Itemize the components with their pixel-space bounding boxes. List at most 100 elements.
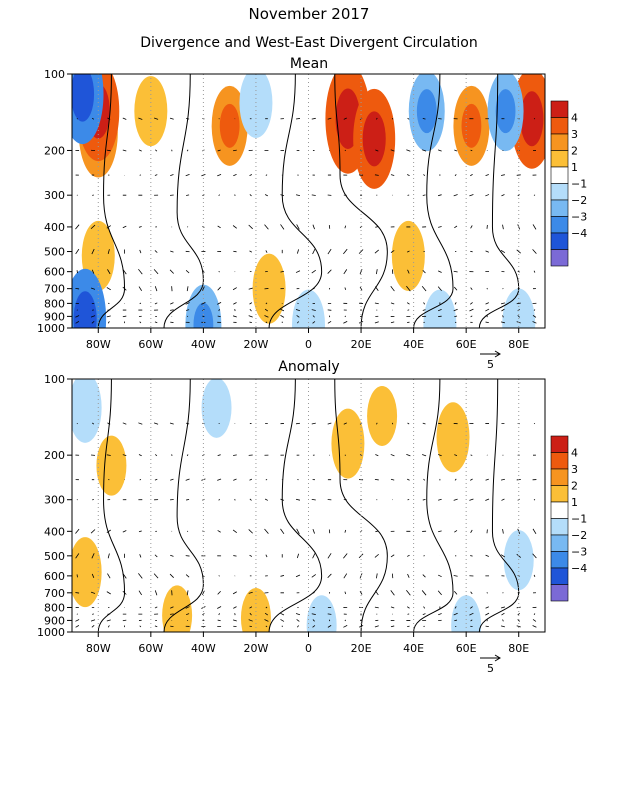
vector-arrow (138, 149, 142, 152)
vector-arrow (344, 287, 347, 290)
vector-arrow (75, 248, 80, 255)
vector-arrow (533, 422, 536, 425)
vector-arrow (169, 309, 174, 311)
vector-arrow (376, 422, 378, 425)
vector-arrow (376, 117, 378, 120)
x-tick-label: 40W (191, 642, 216, 655)
colorbar-label: −2 (571, 529, 587, 542)
vector-arrow (264, 194, 268, 197)
vector-arrow (421, 590, 427, 596)
vector-arrow (233, 478, 237, 481)
vector-arrow (264, 619, 269, 622)
vector-arrow (265, 250, 268, 253)
colorbar-swatch (550, 166, 569, 184)
vector-arrow (138, 226, 142, 228)
vector-arrow (454, 286, 458, 291)
vector-arrow (406, 302, 410, 305)
vector-arrow (106, 619, 111, 622)
vector-arrow (186, 149, 189, 152)
vector-arrow (107, 553, 110, 559)
vector-arrow (501, 498, 505, 501)
vector-arrow (407, 613, 410, 615)
vector-arrow (265, 302, 268, 305)
vector-arrow (185, 478, 190, 481)
vector-arrow (359, 286, 363, 291)
vector-arrow (296, 619, 300, 622)
vector-arrow (502, 315, 504, 318)
vector-arrow (90, 529, 96, 534)
x-tick-label: 20E (351, 338, 372, 351)
divergence-region (292, 289, 325, 328)
vector-arrow (91, 248, 95, 255)
colorbar-swatch (550, 567, 569, 585)
vector-arrow (454, 225, 458, 229)
divergence-core (461, 103, 482, 148)
vector-arrow (390, 454, 395, 457)
x-tick-label: 40W (191, 338, 216, 351)
vector-arrow (343, 269, 348, 275)
vector-arrow (186, 117, 190, 120)
vector-arrow (139, 625, 142, 628)
vector-arrow (90, 287, 96, 290)
vector-arrow (154, 554, 158, 558)
vector-arrow (312, 248, 316, 255)
vector-arrow (233, 174, 237, 177)
vector-arrow (470, 287, 473, 290)
vector-arrow (374, 606, 379, 609)
contour-line (334, 379, 388, 632)
vector-arrow (296, 249, 299, 254)
vector-arrow (295, 309, 301, 312)
colorbar-swatch (550, 150, 569, 168)
reference-vector (480, 350, 501, 358)
vector-arrow (470, 591, 473, 595)
vector-arrow (122, 454, 127, 457)
vector-arrow (264, 224, 269, 230)
y-tick-label: 200 (44, 449, 65, 462)
y-tick-label: 800 (44, 601, 65, 614)
vector-arrow (407, 422, 410, 425)
vector-arrow (344, 529, 347, 533)
vector-arrow (470, 555, 473, 557)
vector-arrow (343, 321, 348, 324)
vector-arrow (75, 592, 80, 594)
divergence-region (72, 537, 102, 608)
vector-arrow (265, 321, 268, 324)
vector-arrow (296, 553, 299, 559)
vector-arrow (107, 249, 110, 255)
divergence-core (72, 74, 95, 122)
vector-arrow (248, 591, 253, 594)
vector-arrow (516, 625, 521, 628)
y-tick-label: 100 (44, 373, 65, 386)
vector-arrow (138, 268, 143, 275)
vector-arrow (280, 270, 285, 273)
vector-arrow (233, 606, 237, 609)
vector-arrow (90, 619, 96, 622)
vector-arrow (311, 574, 316, 578)
colorbar-swatch (550, 501, 569, 519)
vector-arrow (407, 269, 410, 274)
y-tick-label: 300 (44, 494, 65, 507)
vector-arrow (311, 194, 316, 196)
colorbar-label: −3 (571, 546, 587, 559)
vector-arrow (343, 248, 348, 255)
vector-arrow (470, 619, 473, 622)
vector-arrow (232, 287, 237, 291)
colorbar-swatch (550, 485, 569, 503)
vector-arrow (232, 591, 237, 595)
vector-arrow (122, 573, 127, 579)
vector-arrow (280, 194, 285, 197)
vector-arrow (153, 117, 159, 120)
vector-arrow (312, 288, 315, 290)
vector-arrow (422, 422, 426, 425)
vector-arrow (501, 308, 505, 312)
vector-arrow (280, 308, 285, 312)
vector-arrow (295, 118, 300, 120)
vector-arrow (469, 308, 474, 312)
vector-arrow (532, 619, 537, 622)
vector-arrow (485, 308, 490, 312)
vector-arrow (374, 479, 379, 481)
vector-arrow (122, 268, 127, 275)
vector-arrow (169, 422, 174, 425)
vector-arrow (327, 422, 332, 425)
vector-arrow (501, 194, 505, 197)
